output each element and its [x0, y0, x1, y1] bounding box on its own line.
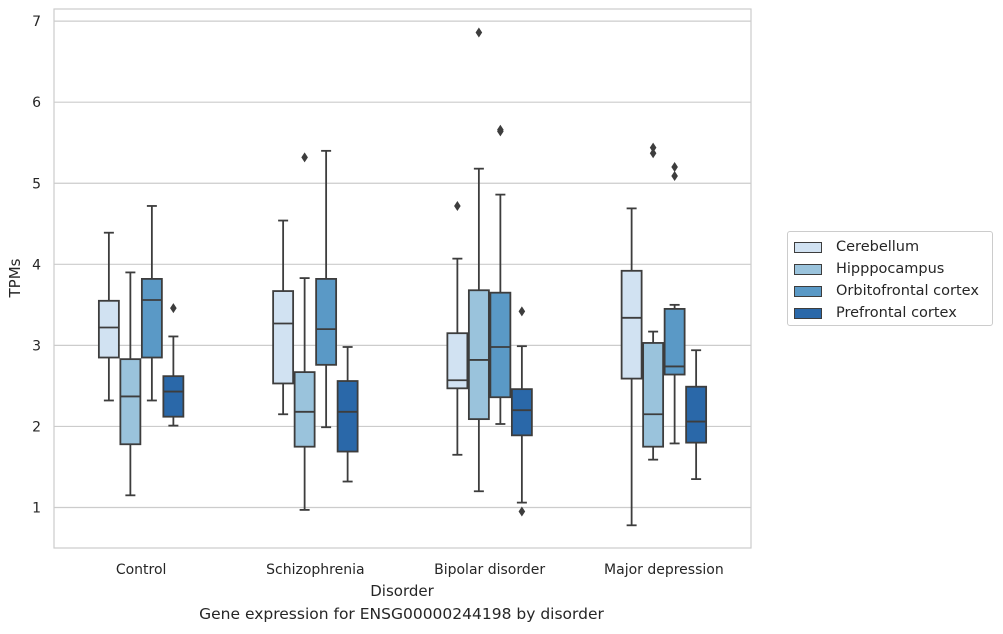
outlier-point — [518, 506, 526, 517]
y-tick-label: 4 — [32, 257, 41, 273]
box-hipppocampus-control — [119, 271, 142, 497]
outlier-point — [475, 27, 483, 38]
box-body — [685, 385, 708, 444]
outlier-point — [671, 170, 678, 181]
legend-label: Cerebellum — [836, 239, 920, 255]
box-cerebellum-control — [97, 231, 120, 402]
box-body — [293, 371, 316, 448]
outlier-point — [301, 152, 308, 163]
box-body — [97, 299, 120, 359]
box-body — [510, 388, 533, 437]
x-tick-label: Schizophrenia — [266, 562, 364, 578]
box-orbitofrontal-cortex-bipolar-disorder — [489, 124, 512, 425]
outlier-point — [518, 306, 526, 317]
legend-label: Prefrontal cortex — [836, 305, 957, 321]
x-tick-label: Control — [116, 562, 167, 578]
box-body — [642, 342, 665, 448]
legend-item: Cerebellum — [794, 236, 992, 258]
box-orbitofrontal-cortex-control — [140, 205, 163, 402]
outlier-point — [649, 142, 657, 153]
box-body — [336, 380, 359, 453]
box-hipppocampus-major-depression — [642, 142, 665, 461]
outlier-point — [497, 124, 504, 135]
legend-item: Prefrontal cortex — [794, 302, 992, 324]
y-tick-label: 6 — [32, 95, 41, 111]
box-body — [489, 291, 512, 399]
outlier-point — [454, 200, 461, 211]
box-cerebellum-bipolar-disorder — [446, 200, 469, 456]
box-orbitofrontal-cortex-schizophrenia — [315, 149, 338, 429]
y-tick-label: 2 — [32, 419, 41, 435]
box-prefrontal-cortex-schizophrenia — [336, 346, 359, 483]
chart-caption: Gene expression for ENSG00000244198 by d… — [199, 605, 604, 623]
box-cerebellum-schizophrenia — [272, 219, 295, 416]
box-body — [140, 278, 163, 359]
x-axis-title: Disorder — [370, 582, 434, 600]
box-hipppocampus-schizophrenia — [293, 152, 316, 511]
legend-label: Orbitofrontal cortex — [836, 283, 979, 299]
y-tick-label: 3 — [32, 338, 41, 354]
box-prefrontal-cortex-control — [162, 303, 185, 427]
plot-area-frame — [53, 8, 752, 549]
y-tick-label: 7 — [32, 14, 41, 30]
y-tick-label: 5 — [32, 176, 41, 192]
box-body — [162, 375, 185, 418]
outlier-point — [170, 303, 177, 314]
box-body — [119, 358, 142, 446]
legend-swatch-cerebellum — [794, 241, 822, 253]
box-body — [272, 290, 295, 385]
box-body — [315, 278, 338, 366]
legend-swatch-orbitofrontal — [794, 285, 822, 297]
y-axis-title: TPMs — [6, 258, 24, 298]
box-cerebellum-major-depression — [620, 207, 643, 527]
box-orbitofrontal-cortex-major-depression — [663, 162, 686, 445]
x-tick-label: Bipolar disorder — [434, 562, 545, 578]
y-tick-labels: 1 2 3 4 5 6 7 — [32, 14, 41, 516]
box-prefrontal-cortex-bipolar-disorder — [510, 306, 533, 517]
legend-swatch-hippocampus — [794, 263, 822, 275]
box-body — [663, 307, 686, 376]
x-tick-label: Major depression — [604, 562, 724, 578]
box-body — [467, 289, 490, 421]
outlier-point — [671, 162, 678, 173]
box-body — [446, 332, 469, 390]
boxes — [97, 27, 708, 527]
legend-swatch-prefrontal — [794, 307, 822, 319]
legend-item: Orbitofrontal cortex — [794, 280, 992, 302]
y-tick-label: 1 — [32, 500, 41, 516]
box-hipppocampus-bipolar-disorder — [467, 27, 490, 493]
legend: Cerebellum Hipppocampus Orbitofrontal co… — [787, 231, 993, 326]
legend-label: Hipppocampus — [836, 261, 945, 277]
outlier-point — [649, 148, 657, 159]
x-tick-labels: Control Schizophrenia Bipolar disorder Majo… — [116, 562, 724, 578]
legend-item: Hipppocampus — [794, 258, 992, 280]
box-body — [620, 269, 643, 380]
box-prefrontal-cortex-major-depression — [685, 349, 708, 481]
